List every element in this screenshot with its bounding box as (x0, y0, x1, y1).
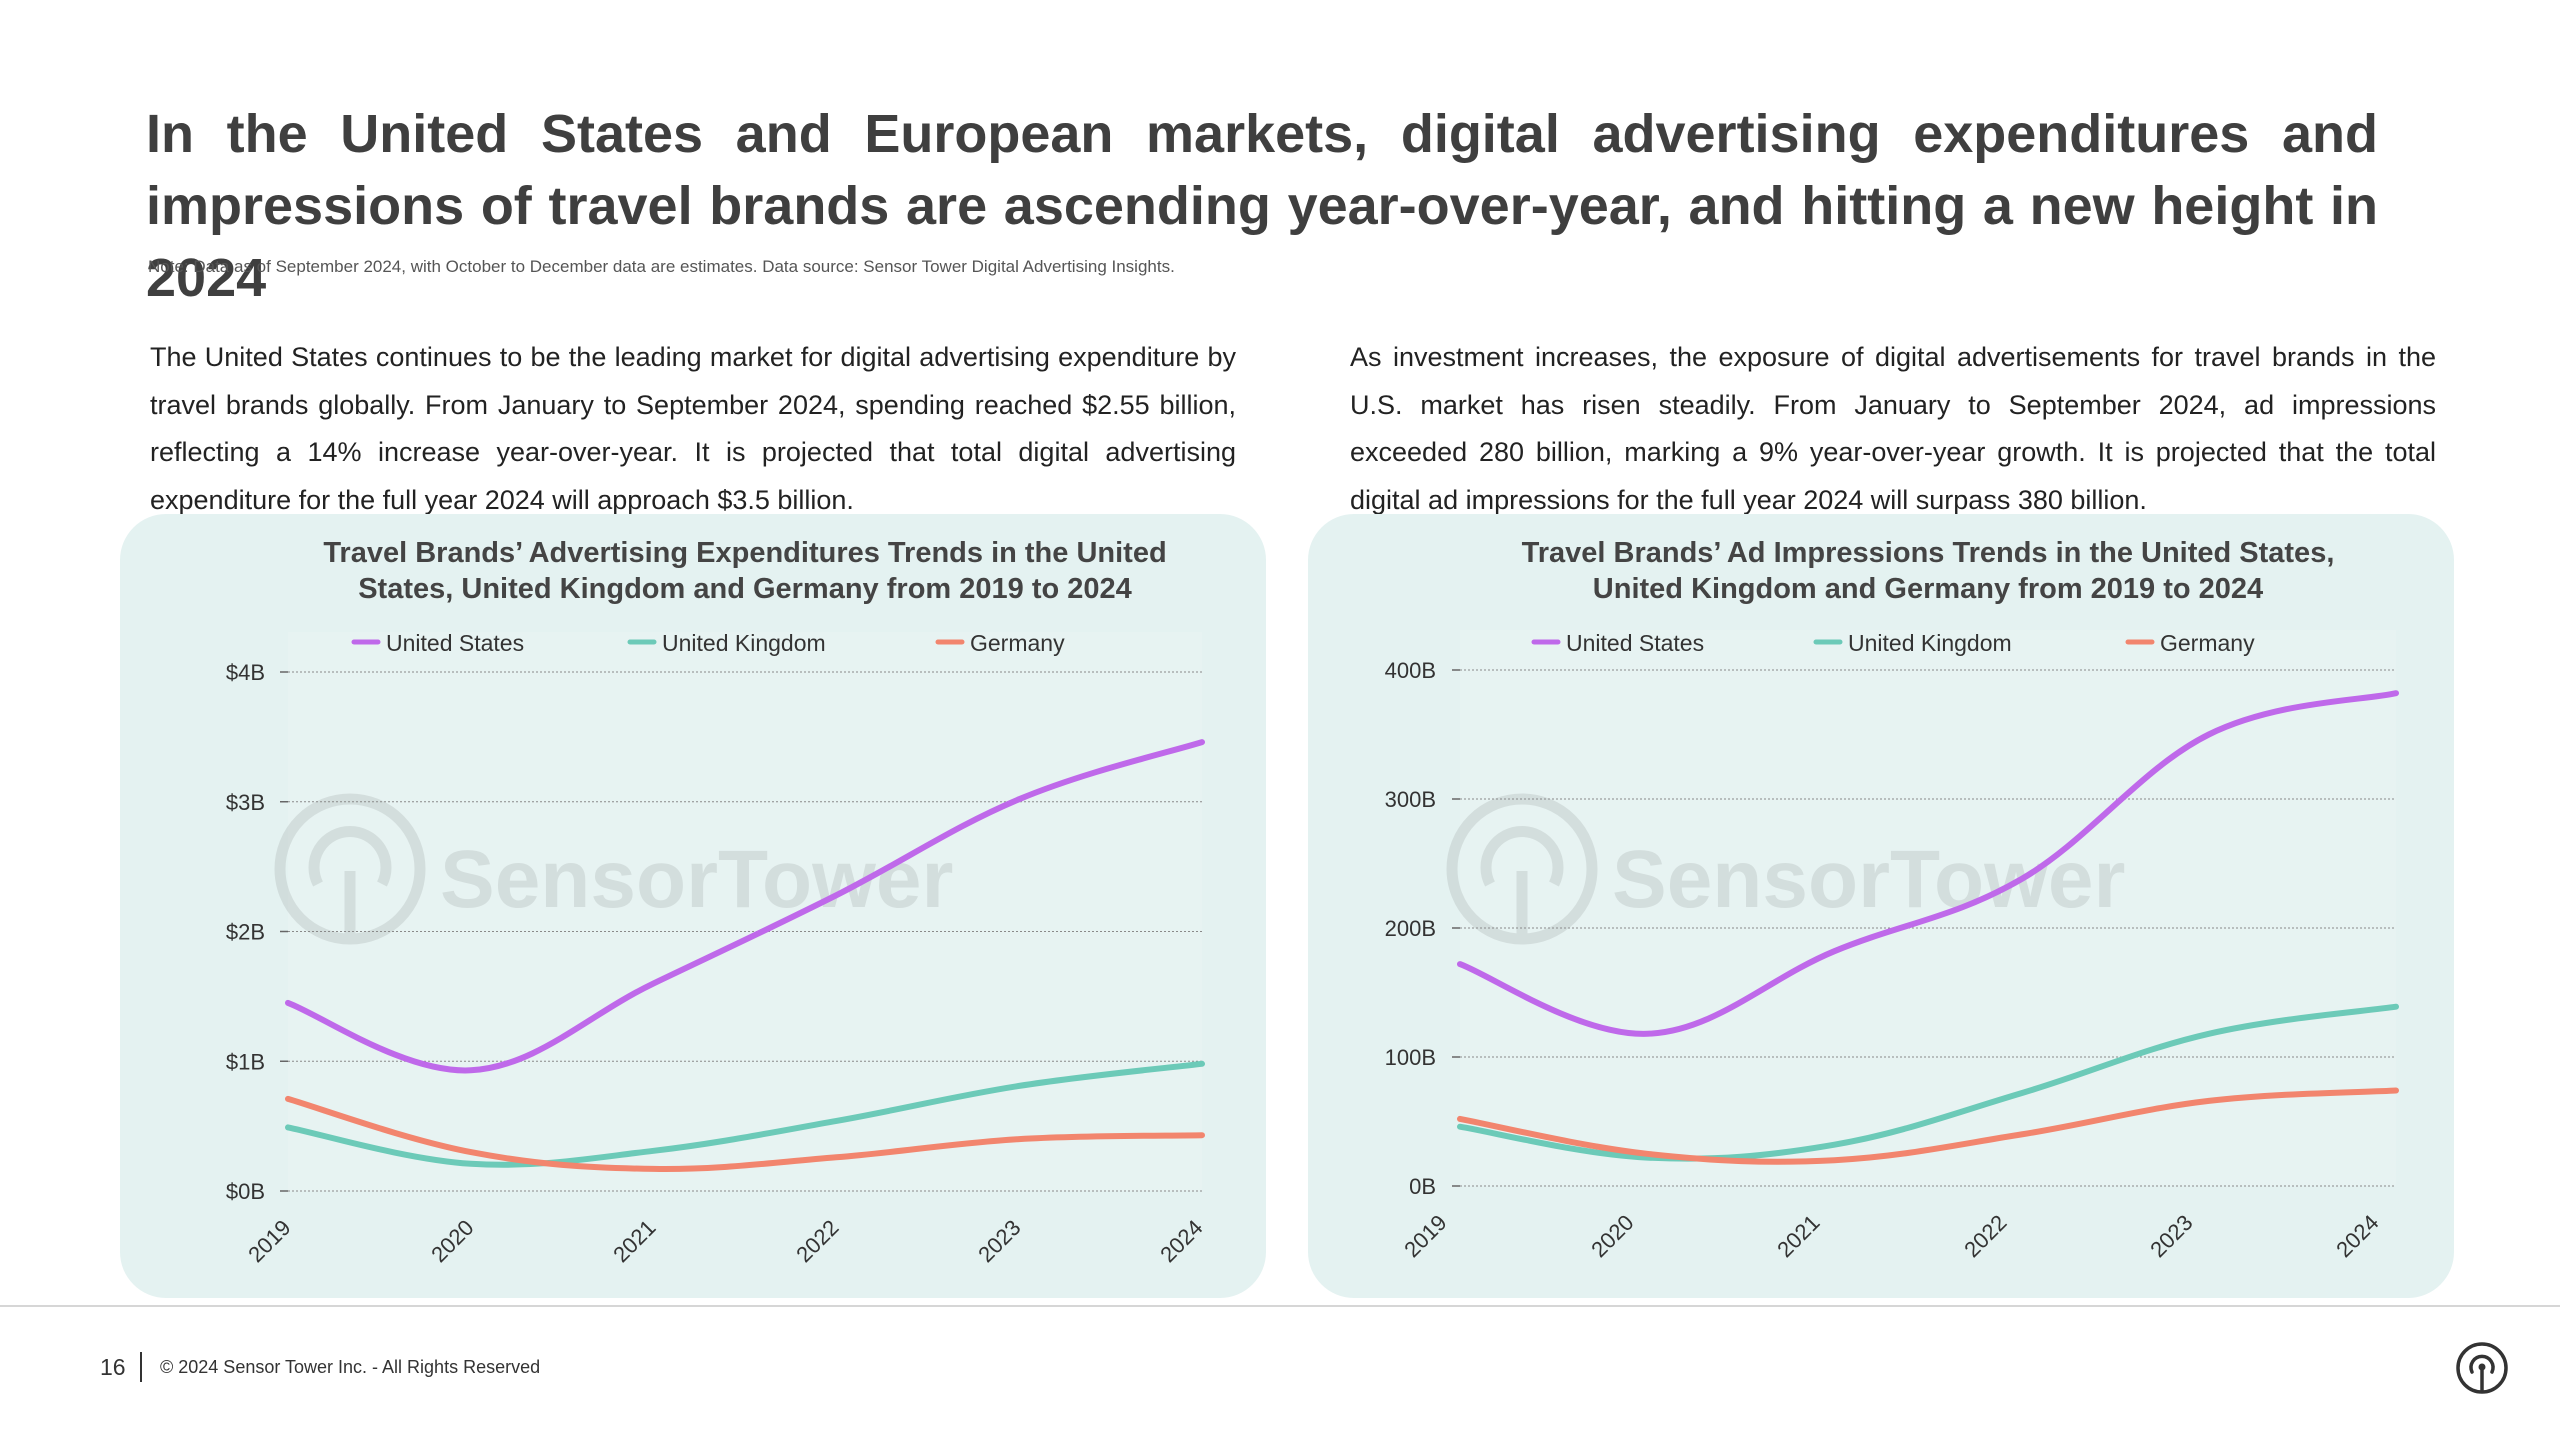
chart-title-line: United Kingdom and Germany from 2019 to … (1593, 573, 2263, 605)
x-tick-label: 2021 (608, 1215, 660, 1267)
y-tick-label: 300B (1385, 787, 1436, 812)
legend-label-united-states: United States (386, 630, 524, 656)
expenditure-summary-paragraph: The United States continues to be the le… (150, 342, 1236, 515)
legend-label-united-kingdom: United Kingdom (662, 630, 826, 656)
series-line-germany (285, 1095, 1205, 1172)
page-number: 16 (100, 1354, 126, 1380)
watermark-text: SensorTower (1612, 834, 2125, 925)
impressions-summary-paragraph: As investment increases, the exposure of… (1350, 342, 2436, 515)
y-tick-label: $3B (226, 790, 265, 815)
footer-separator (140, 1352, 142, 1382)
legend-label-united-kingdom: United Kingdom (1848, 630, 2012, 656)
y-tick-label: $2B (226, 920, 265, 945)
x-tick-label: 2022 (791, 1215, 843, 1267)
y-tick-label: 200B (1385, 916, 1436, 941)
x-tick-label: 2023 (2145, 1210, 2197, 1262)
x-tick-label: 2022 (1959, 1210, 2011, 1262)
x-tick-label: 2023 (973, 1215, 1025, 1267)
series-line-united-kingdom (285, 1060, 1205, 1168)
series-line-united-kingdom (1457, 1003, 2399, 1162)
sensor-tower-logo-icon (2456, 1342, 2508, 1394)
legend-label-united-states: United States (1566, 630, 1704, 656)
y-tick-label: $0B (226, 1179, 265, 1204)
expenditures-chart-panel: SensorTower Travel Brands’ Advertising Ex… (120, 514, 1266, 1298)
chart-title-line: States, United Kingdom and Germany from … (358, 573, 1132, 605)
expenditures-line-chart: SensorTower Travel Brands’ Advertising Ex… (226, 537, 1208, 1267)
x-tick-label: 2024 (1155, 1215, 1207, 1267)
sensor-tower-watermark-icon (274, 793, 426, 945)
impressions-chart-panel: SensorTower Travel Brands’ Ad Impressions… (1308, 514, 2454, 1298)
series-line-germany (1457, 1087, 2399, 1165)
y-tick-label: 400B (1385, 658, 1436, 683)
y-tick-label: $1B (226, 1049, 265, 1074)
chart-title-line: Travel Brands’ Ad Impressions Trends in … (1522, 537, 2335, 569)
data-source-note: Note: Data as of September 2024, with Oc… (148, 257, 1175, 276)
y-tick-label: $4B (226, 660, 265, 685)
x-tick-label: 2024 (2331, 1210, 2383, 1262)
x-tick-label: 2019 (243, 1215, 295, 1267)
x-tick-label: 2020 (426, 1215, 478, 1267)
x-tick-label: 2019 (1399, 1210, 1451, 1262)
chart-title-line: Travel Brands’ Advertising Expenditures … (323, 537, 1166, 569)
footer-divider (0, 1305, 2560, 1307)
plot-area (288, 632, 1202, 1191)
series-line-united-states (285, 739, 1205, 1074)
y-tick-label: 0B (1409, 1174, 1436, 1199)
x-tick-label: 2020 (1586, 1210, 1638, 1262)
copyright-text: © 2024 Sensor Tower Inc. - All Rights Re… (160, 1357, 541, 1377)
page-headline: In the United States and European market… (146, 104, 2378, 308)
x-tick-label: 2021 (1772, 1210, 1824, 1262)
y-tick-label: 100B (1385, 1045, 1436, 1070)
watermark-text: SensorTower (440, 834, 953, 925)
impressions-line-chart: SensorTower Travel Brands’ Ad Impressions… (1385, 537, 2399, 1262)
legend-label-germany: Germany (2160, 630, 2255, 656)
legend-label-germany: Germany (970, 630, 1065, 656)
series-line-united-states (1457, 690, 2399, 1037)
